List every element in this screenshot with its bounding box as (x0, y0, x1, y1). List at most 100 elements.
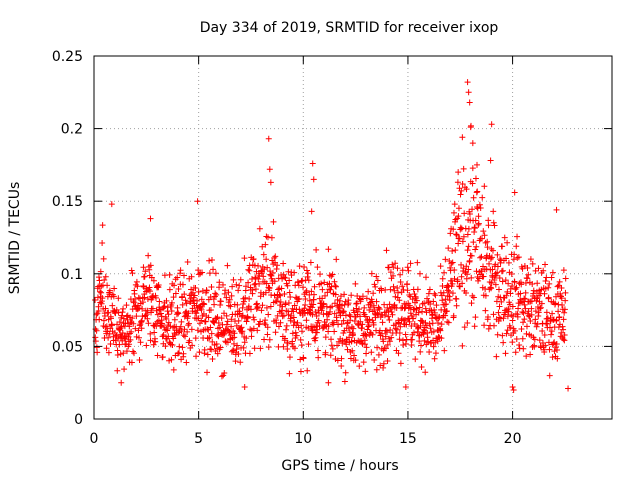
data-point (541, 331, 548, 338)
data-point (422, 319, 429, 326)
data-point (475, 220, 482, 227)
x-axis-label: GPS time / hours (281, 458, 398, 474)
data-point (384, 329, 391, 336)
data-point (486, 260, 493, 267)
data-point (465, 89, 472, 96)
data-point (345, 325, 352, 332)
data-point (296, 295, 303, 302)
data-point (154, 352, 161, 359)
data-point (362, 313, 369, 320)
data-point (149, 305, 156, 312)
data-point (241, 384, 248, 391)
data-point (535, 265, 542, 272)
data-point (239, 304, 246, 311)
data-point (201, 301, 208, 308)
data-point (181, 326, 188, 333)
data-point (493, 272, 500, 279)
data-point (235, 350, 242, 357)
data-point (96, 316, 103, 323)
data-point (214, 350, 221, 357)
data-point (374, 344, 381, 351)
data-point (342, 369, 349, 376)
data-point (384, 341, 391, 348)
data-point (306, 297, 313, 304)
data-point (439, 283, 446, 290)
data-point (430, 328, 437, 335)
data-point (453, 302, 460, 309)
data-point (204, 326, 211, 333)
data-point (562, 275, 569, 282)
data-point (504, 313, 511, 320)
data-point (284, 282, 291, 289)
data-point (206, 257, 213, 264)
data-point (245, 266, 252, 273)
data-point (334, 342, 341, 349)
data-point (554, 283, 561, 290)
data-point (485, 222, 492, 229)
data-point (297, 336, 304, 343)
data-point (170, 366, 177, 373)
data-point (485, 325, 492, 332)
data-point (194, 327, 201, 334)
data-point (181, 291, 188, 298)
data-point (518, 325, 525, 332)
data-point (182, 297, 189, 304)
data-point (452, 247, 459, 254)
data-point (176, 343, 183, 350)
data-point (202, 318, 209, 325)
data-point (306, 306, 313, 313)
data-point (363, 350, 370, 357)
data-point (472, 175, 479, 182)
data-point (446, 288, 453, 295)
data-point (293, 332, 300, 339)
data-point (555, 282, 562, 289)
data-point (380, 364, 387, 371)
data-point (324, 316, 331, 323)
data-point (397, 279, 404, 286)
data-point (419, 318, 426, 325)
data-point (272, 253, 279, 260)
data-point (464, 79, 471, 86)
data-point (466, 257, 473, 264)
data-point (447, 264, 454, 271)
data-point (170, 324, 177, 331)
data-point (515, 305, 522, 312)
data-point (217, 344, 224, 351)
data-point (484, 313, 491, 320)
data-point (359, 321, 366, 328)
data-point (470, 194, 477, 201)
data-point (353, 300, 360, 307)
data-point (542, 277, 549, 284)
data-point (382, 345, 389, 352)
data-point (209, 338, 216, 345)
data-point (213, 291, 220, 298)
data-point (370, 302, 377, 309)
data-point (180, 332, 187, 339)
data-point (289, 305, 296, 312)
data-point (381, 301, 388, 308)
data-point (513, 284, 520, 291)
data-point (543, 274, 550, 281)
data-point (379, 319, 386, 326)
data-point (294, 319, 301, 326)
data-point (325, 379, 332, 386)
data-point (295, 278, 302, 285)
data-point (458, 273, 465, 280)
data-point (508, 271, 515, 278)
data-point (399, 267, 406, 274)
data-point (553, 340, 560, 347)
data-point (141, 294, 148, 301)
data-point (487, 255, 494, 262)
data-point (305, 277, 312, 284)
data-point (549, 354, 556, 361)
data-point (441, 347, 448, 354)
data-point (335, 338, 342, 345)
data-point (281, 291, 288, 298)
data-point (439, 275, 446, 282)
data-point (491, 222, 498, 229)
data-point (105, 349, 112, 356)
data-point (509, 303, 516, 310)
data-point (215, 320, 222, 327)
data-point (417, 322, 424, 329)
